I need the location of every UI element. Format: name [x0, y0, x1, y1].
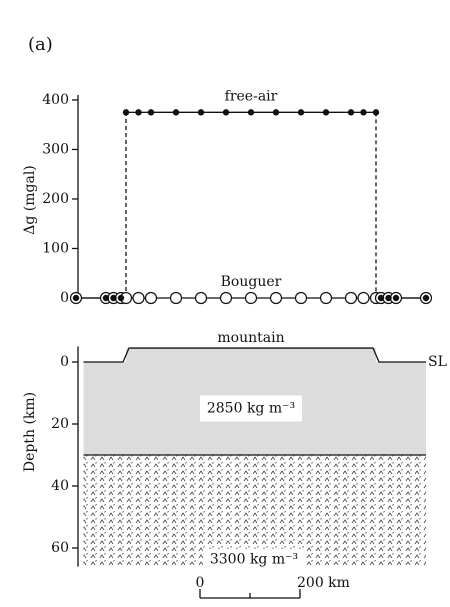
- marker: [422, 294, 430, 302]
- depth-tick-label: 0: [60, 354, 69, 370]
- scale-label: 0: [196, 575, 205, 591]
- scale-label: 200 km: [297, 575, 350, 591]
- mountain: [126, 348, 376, 362]
- depth-axis-label: Depth (km): [22, 392, 38, 472]
- series-label: free-air: [225, 88, 278, 104]
- marker: [372, 109, 380, 116]
- marker: [72, 294, 80, 302]
- mantle-label: 3300 kg m⁻³: [210, 552, 298, 568]
- marker: [357, 291, 370, 305]
- marker: [322, 109, 330, 116]
- mountain-label: mountain: [217, 330, 284, 346]
- surface: [83, 347, 426, 363]
- y-tick-label: 400: [42, 92, 69, 108]
- depth-tick-label: 60: [51, 540, 69, 556]
- marker: [117, 294, 125, 302]
- marker: [222, 109, 230, 116]
- sea-level-label: SL: [428, 354, 447, 370]
- marker: [169, 291, 183, 305]
- depth-tick-label: 40: [51, 478, 69, 494]
- marker: [294, 291, 308, 305]
- marker: [219, 291, 233, 305]
- marker: [344, 291, 358, 305]
- label-box: [203, 548, 305, 571]
- marker: [360, 109, 367, 116]
- label-box: [200, 395, 302, 422]
- marker: [132, 291, 145, 305]
- marker: [135, 109, 142, 116]
- series-label: Bouguer: [221, 274, 282, 290]
- panel-label: (a): [28, 34, 53, 55]
- marker: [297, 109, 305, 116]
- marker: [269, 291, 283, 305]
- y-tick-label: 200: [42, 191, 69, 207]
- marker: [247, 109, 255, 116]
- marker: [385, 294, 392, 302]
- marker: [194, 291, 208, 305]
- marker: [102, 294, 110, 302]
- crust-label: 2850 kg m⁻³: [207, 401, 295, 417]
- marker: [319, 291, 333, 305]
- y-tick-label: 100: [42, 240, 69, 256]
- marker: [144, 291, 158, 305]
- marker: [377, 294, 385, 302]
- y-axis-label: Δg (mgal): [22, 165, 38, 235]
- y-tick-label: 300: [42, 141, 69, 157]
- marker: [172, 109, 180, 116]
- y-tick-label: 0: [60, 290, 69, 306]
- mantle: [83, 455, 426, 567]
- marker: [392, 294, 400, 302]
- marker: [147, 109, 155, 116]
- depth-tick-label: 20: [51, 416, 69, 432]
- marker: [197, 109, 205, 116]
- marker: [244, 291, 258, 305]
- marker: [272, 109, 280, 116]
- marker: [122, 109, 130, 116]
- marker: [347, 109, 355, 116]
- marker: [110, 294, 117, 302]
